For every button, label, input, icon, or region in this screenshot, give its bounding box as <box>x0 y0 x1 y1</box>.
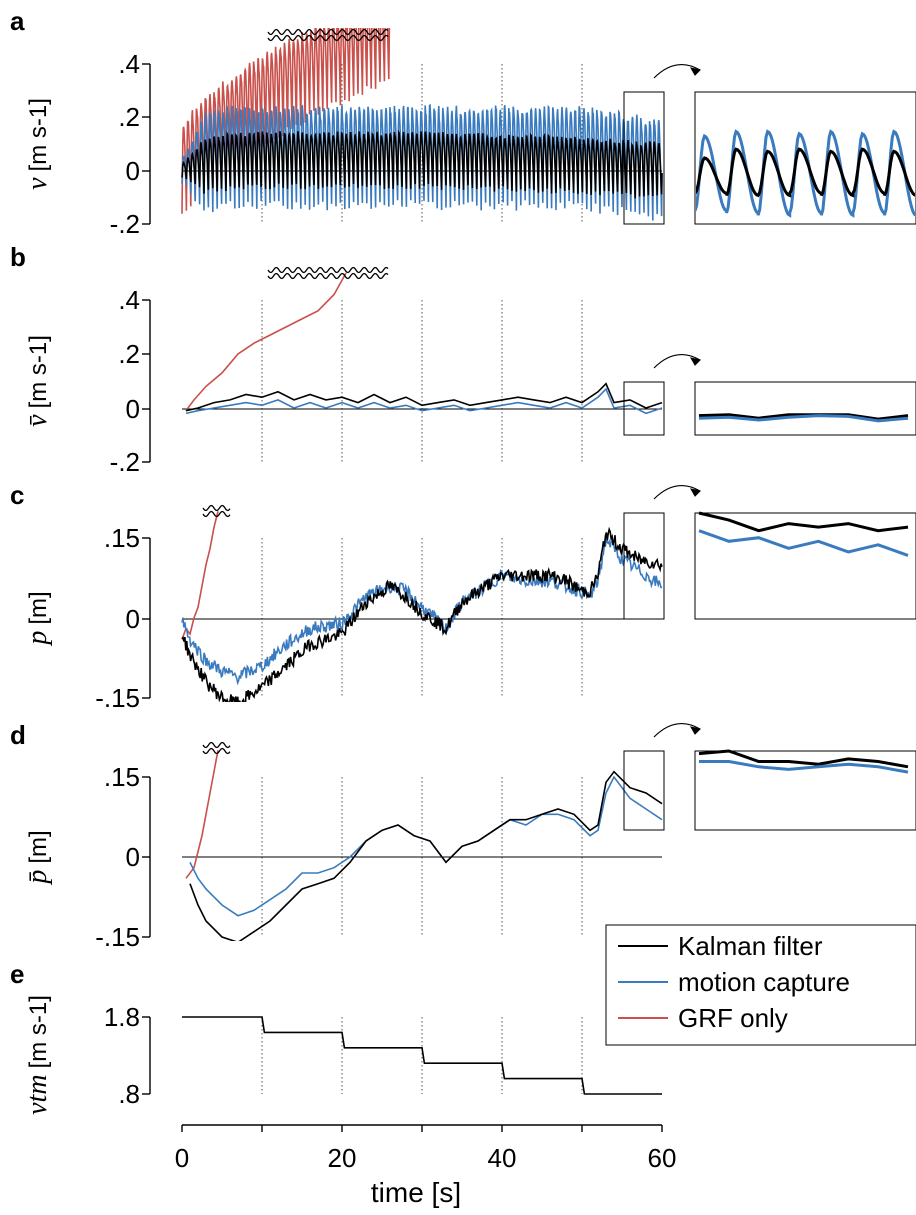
zoom-arrow-head <box>690 726 701 735</box>
inset-series-line <box>698 413 909 421</box>
y-tick-label: 0 <box>126 842 140 872</box>
y-axis-unit: [m] <box>25 591 52 624</box>
y-tick-label: -.2 <box>110 209 140 239</box>
x-tick-label: 40 <box>488 1143 517 1173</box>
y-axis-symbol: v̄ <box>22 414 53 427</box>
y-tick-label: -.2 <box>110 447 140 477</box>
x-tick-label: 60 <box>648 1143 677 1173</box>
zoom-box <box>623 512 665 620</box>
inset-series-line <box>698 414 909 423</box>
y-tick-label: .4 <box>118 49 140 79</box>
axis-break-mark <box>267 266 389 274</box>
axis-break-mark <box>202 747 231 755</box>
axis-break-mark <box>267 272 389 280</box>
panel-letter: b <box>10 242 26 272</box>
y-axis-unit: [m s-1] <box>25 335 52 408</box>
panel-letter: d <box>10 720 26 750</box>
y-axis-label: p [m] <box>22 591 53 646</box>
series-line-grf-only <box>185 272 347 412</box>
zoom-box <box>623 91 665 225</box>
inset-series-line <box>698 749 909 769</box>
series-line-kalman-filter <box>185 382 663 412</box>
inset-frame <box>694 91 916 225</box>
axis-break-mark <box>267 34 389 42</box>
y-axis-label: v̄ [m s-1] <box>22 335 53 427</box>
y-tick-label: .15 <box>104 762 140 792</box>
series-line-kalman-filter <box>182 1016 662 1095</box>
series-line-kalman-filter <box>181 129 663 199</box>
inset-series-line <box>699 760 909 774</box>
panel-letter: e <box>10 959 24 989</box>
y-axis-symbol: v <box>22 177 53 190</box>
legend-label: Kalman filter <box>678 931 823 961</box>
zoom-box <box>623 750 665 831</box>
y-axis-label: vtm [m s-1] <box>22 995 53 1115</box>
series-line-motion-capture <box>181 534 663 686</box>
y-axis-symbol: p̄ <box>22 870 53 886</box>
zoom-arrow <box>653 353 701 369</box>
panel-a: a v [m s-1] .4 .2 0 -.2 <box>10 6 916 239</box>
y-tick-label: 1.8 <box>104 1002 140 1032</box>
zoom-arrow <box>653 722 701 738</box>
y-tick-label: .15 <box>104 523 140 553</box>
inset-frame <box>694 750 916 831</box>
panel-e: e vtm [m s-1] 1.8 .8 <box>10 959 662 1115</box>
x-axis-label: time [s] <box>371 1177 461 1208</box>
legend-label: motion capture <box>678 967 850 997</box>
x-tick-label: 0 <box>175 1143 189 1173</box>
zoom-arrow <box>653 484 701 500</box>
y-axis-symbol: vtm <box>22 1074 53 1114</box>
panel-d: d p̄ [m] .15 0 -.15 <box>10 720 916 952</box>
panel-b: b v̄ [m s-1] .4 .2 0 -.2 <box>10 242 916 477</box>
y-tick-label: 0 <box>126 604 140 634</box>
axis-break-mark <box>202 504 231 512</box>
panel-letter: a <box>10 6 25 36</box>
y-axis-unit: [m] <box>25 830 52 863</box>
axis-break-mark <box>267 28 389 36</box>
y-tick-label: .2 <box>118 102 140 132</box>
y-axis-symbol: p <box>22 631 53 647</box>
zoom-box <box>623 381 665 436</box>
series-line-kalman-filter <box>189 770 663 941</box>
panel-letter: c <box>10 480 24 510</box>
y-axis-label: v [m s-1] <box>22 98 53 190</box>
inset-series-line <box>696 147 915 198</box>
x-axis-group: 0 20 40 60 time [s] <box>175 1124 677 1208</box>
zoom-arrow-head <box>690 67 701 76</box>
inset-frame <box>694 512 916 620</box>
x-tick-label: 20 <box>328 1143 357 1173</box>
axis-break-mark <box>202 510 231 518</box>
legend-label: GRF only <box>678 1003 788 1033</box>
y-tick-label: -.15 <box>95 922 140 952</box>
zoom-arrow-head <box>690 488 701 497</box>
y-tick-label: 0 <box>126 156 140 186</box>
legend: Kalman filter motion capture GRF only <box>605 924 916 1046</box>
y-tick-label: 0 <box>126 394 140 424</box>
inset-series-line <box>696 129 915 218</box>
y-axis-unit: [m s-1] <box>25 98 52 171</box>
inset-series-line <box>698 511 909 533</box>
y-tick-label: .4 <box>118 285 140 315</box>
y-axis-unit: [m s-1] <box>25 995 52 1068</box>
y-tick-label: -.15 <box>95 683 140 713</box>
y-tick-label: .2 <box>118 339 140 369</box>
zoom-arrow-head <box>690 357 701 366</box>
series-line-motion-capture <box>185 387 663 415</box>
zoom-arrow <box>653 63 701 79</box>
inset-frame <box>694 381 916 436</box>
series-line-grf-only <box>185 750 219 879</box>
axis-break-mark <box>202 741 231 749</box>
inset-series-line <box>698 529 909 557</box>
series-line-motion-capture <box>189 775 663 917</box>
series-line-kalman-filter <box>181 526 663 702</box>
series-line-grf-only <box>181 511 219 640</box>
panel-c: c p [m] .15 0 -.15 <box>10 480 916 713</box>
y-tick-label: .8 <box>118 1079 140 1109</box>
y-axis-label: p̄ [m] <box>22 830 53 885</box>
